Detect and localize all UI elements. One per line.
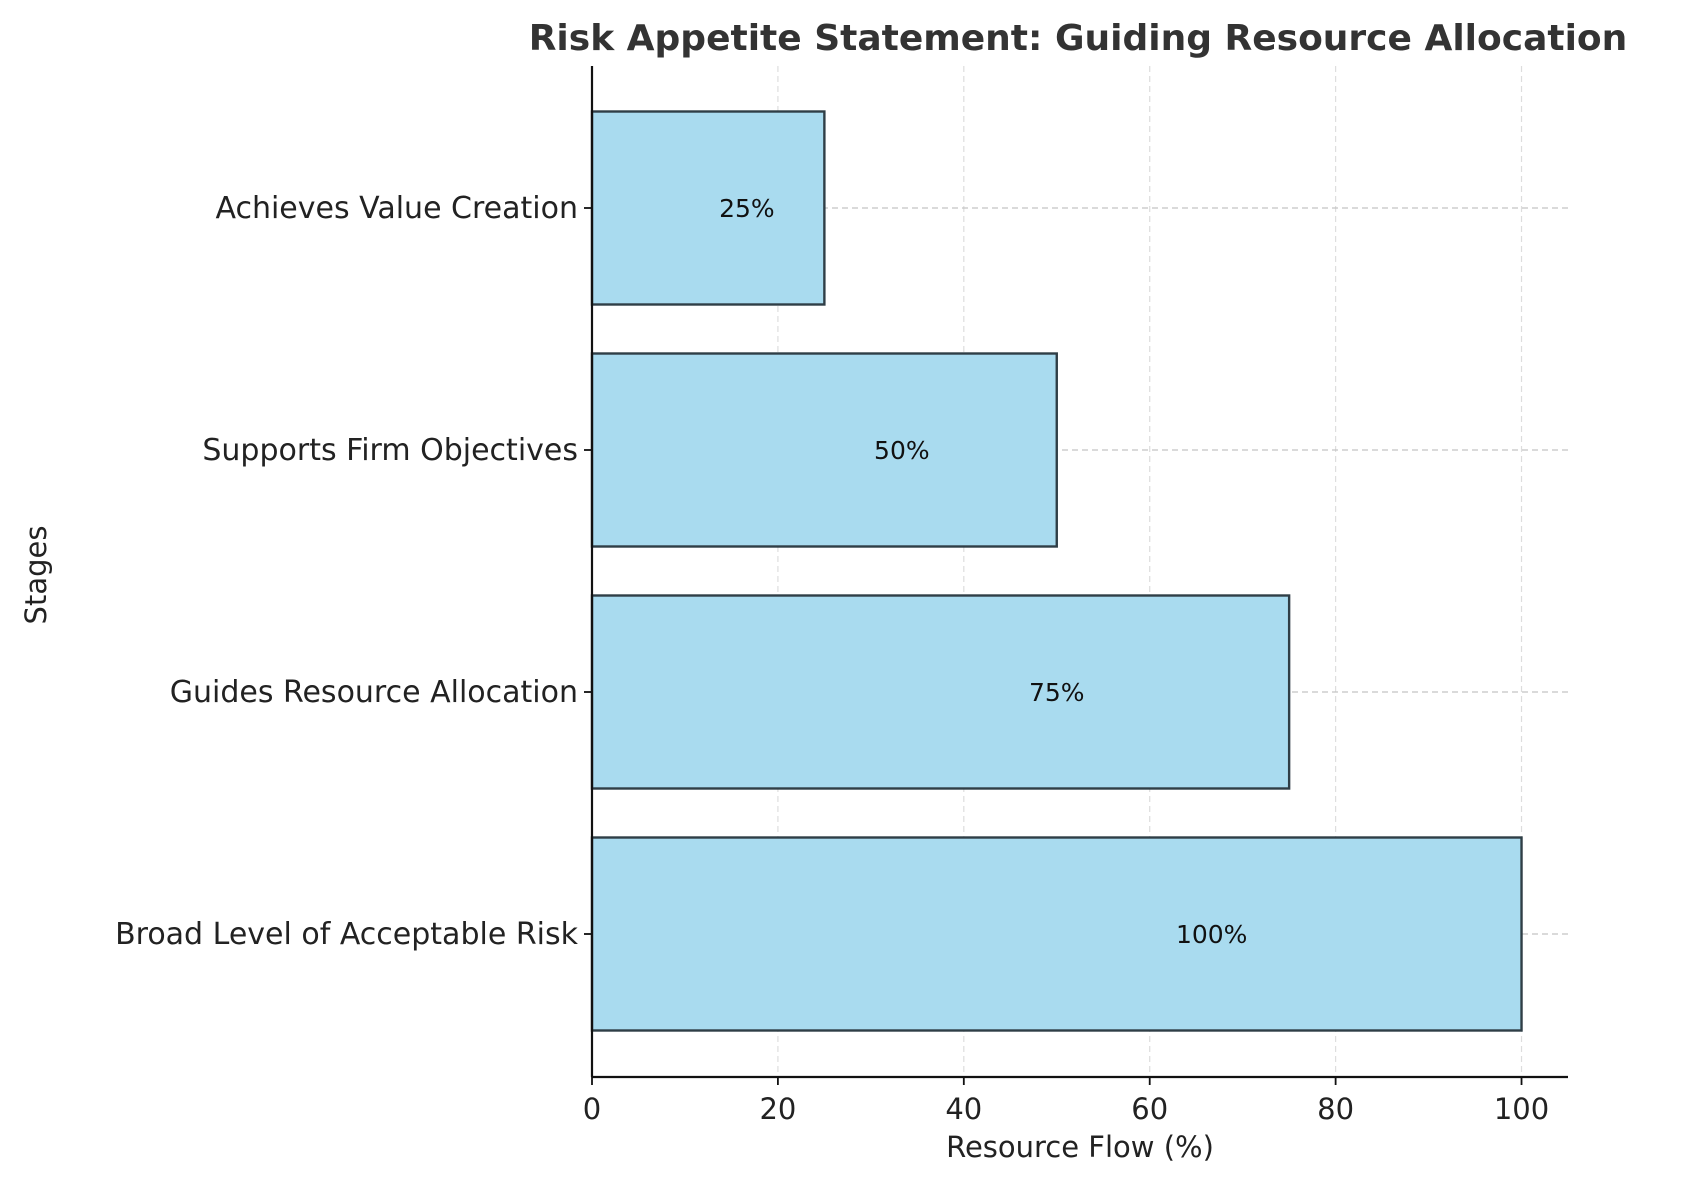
data-label: 25% <box>719 194 775 223</box>
data-label: 50% <box>874 436 930 465</box>
x-axis-label: Resource Flow (%) <box>946 1130 1214 1164</box>
bars <box>590 110 1523 1032</box>
x-tick-label: 80 <box>1317 1092 1354 1126</box>
axes <box>590 66 1568 1079</box>
bar <box>590 594 1291 790</box>
y-tick-label: Achieves Value Creation <box>215 191 578 226</box>
x-tick-label: 20 <box>759 1092 796 1126</box>
x-tick-label: 40 <box>945 1092 982 1126</box>
data-label: 100% <box>1176 920 1247 949</box>
x-tick-label: 100 <box>1494 1092 1549 1126</box>
bar <box>590 836 1523 1032</box>
x-tick-label: 60 <box>1131 1092 1168 1126</box>
ticks: 0 20 40 60 80 100 Broad Level of Acceptable Ri… <box>115 191 1549 1126</box>
x-tick-label: 0 <box>583 1092 601 1126</box>
data-label: 75% <box>1029 678 1085 707</box>
y-tick-label: Broad Level of Acceptable Risk <box>115 917 579 952</box>
y-tick-label: Supports Firm Objectives <box>202 433 578 468</box>
y-axis-label: Stages <box>19 526 53 625</box>
bar <box>590 352 1058 548</box>
chart-title: Risk Appetite Statement: Guiding Resourc… <box>529 18 1628 59</box>
bar <box>590 110 826 306</box>
y-tick-label: Guides Resource Allocation <box>170 675 578 710</box>
data-labels: 100% 75% 50% 25% <box>719 194 1247 949</box>
